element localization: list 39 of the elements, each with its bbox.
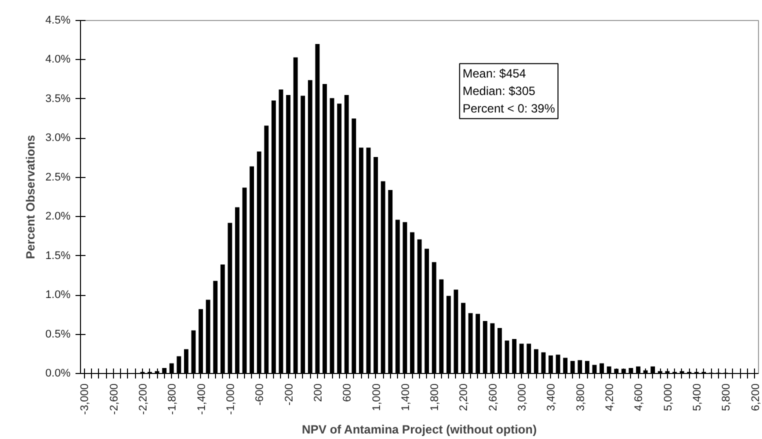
x-tick-label: -1,800 — [166, 383, 179, 415]
x-tick-label: -1,400 — [196, 383, 208, 415]
x-tick-label: 5,000 — [662, 383, 674, 412]
x-tick-label: 600 — [342, 383, 354, 402]
x-tick-label: 6,200 — [750, 383, 762, 412]
x-tick-label: -1,000 — [224, 383, 237, 415]
x-tick-label: 4,600 — [633, 383, 646, 412]
x-tick-label: -600 — [254, 383, 266, 406]
x-tick-label: 3,800 — [574, 383, 587, 412]
x-tick-label: 4,200 — [604, 383, 616, 412]
x-tick-label: 200 — [312, 383, 324, 402]
y-tick-label: 0.0% — [45, 368, 71, 380]
annotation: Percent < 0: 39% — [462, 102, 556, 116]
y-tick-label: 2.5% — [45, 171, 71, 184]
x-tick-label: 1,400 — [400, 383, 412, 412]
y-tick-label: 0.5% — [45, 328, 71, 340]
y-tick-label: 3.5% — [45, 92, 71, 105]
x-tick-label: -2,200 — [137, 383, 150, 415]
x-tick-label: 1,800 — [429, 383, 442, 412]
x-tick-label: 1,000 — [370, 383, 383, 412]
x-tick-label: 5,400 — [692, 383, 704, 412]
y-tick-label: 1.0% — [45, 289, 71, 302]
x-tick-label: 3,400 — [546, 383, 558, 412]
x-tick-label: 5,800 — [720, 383, 733, 412]
y-axis-title: Percent Observations — [23, 134, 38, 260]
y-tick-label: 4.0% — [45, 54, 71, 66]
x-tick-label: 2,600 — [487, 383, 500, 412]
y-tick-label: 1.5% — [45, 250, 71, 262]
x-tick-label: 3,000 — [516, 383, 529, 412]
x-tick-label: -2,600 — [108, 383, 120, 415]
y-tick-label: 3.0% — [45, 132, 71, 144]
x-axis-title: NPV of Antamina Project (without option) — [302, 422, 537, 437]
x-tick-label: 2,200 — [458, 383, 470, 412]
x-tick-label: -200 — [283, 383, 296, 406]
annotation: Mean: $454 — [462, 66, 526, 81]
y-tick-label: 4.5% — [45, 14, 71, 26]
y-tick-label: 2.0% — [45, 210, 71, 223]
x-tick-label: -3,000 — [79, 383, 92, 415]
annotation: Median: $305 — [462, 84, 536, 98]
